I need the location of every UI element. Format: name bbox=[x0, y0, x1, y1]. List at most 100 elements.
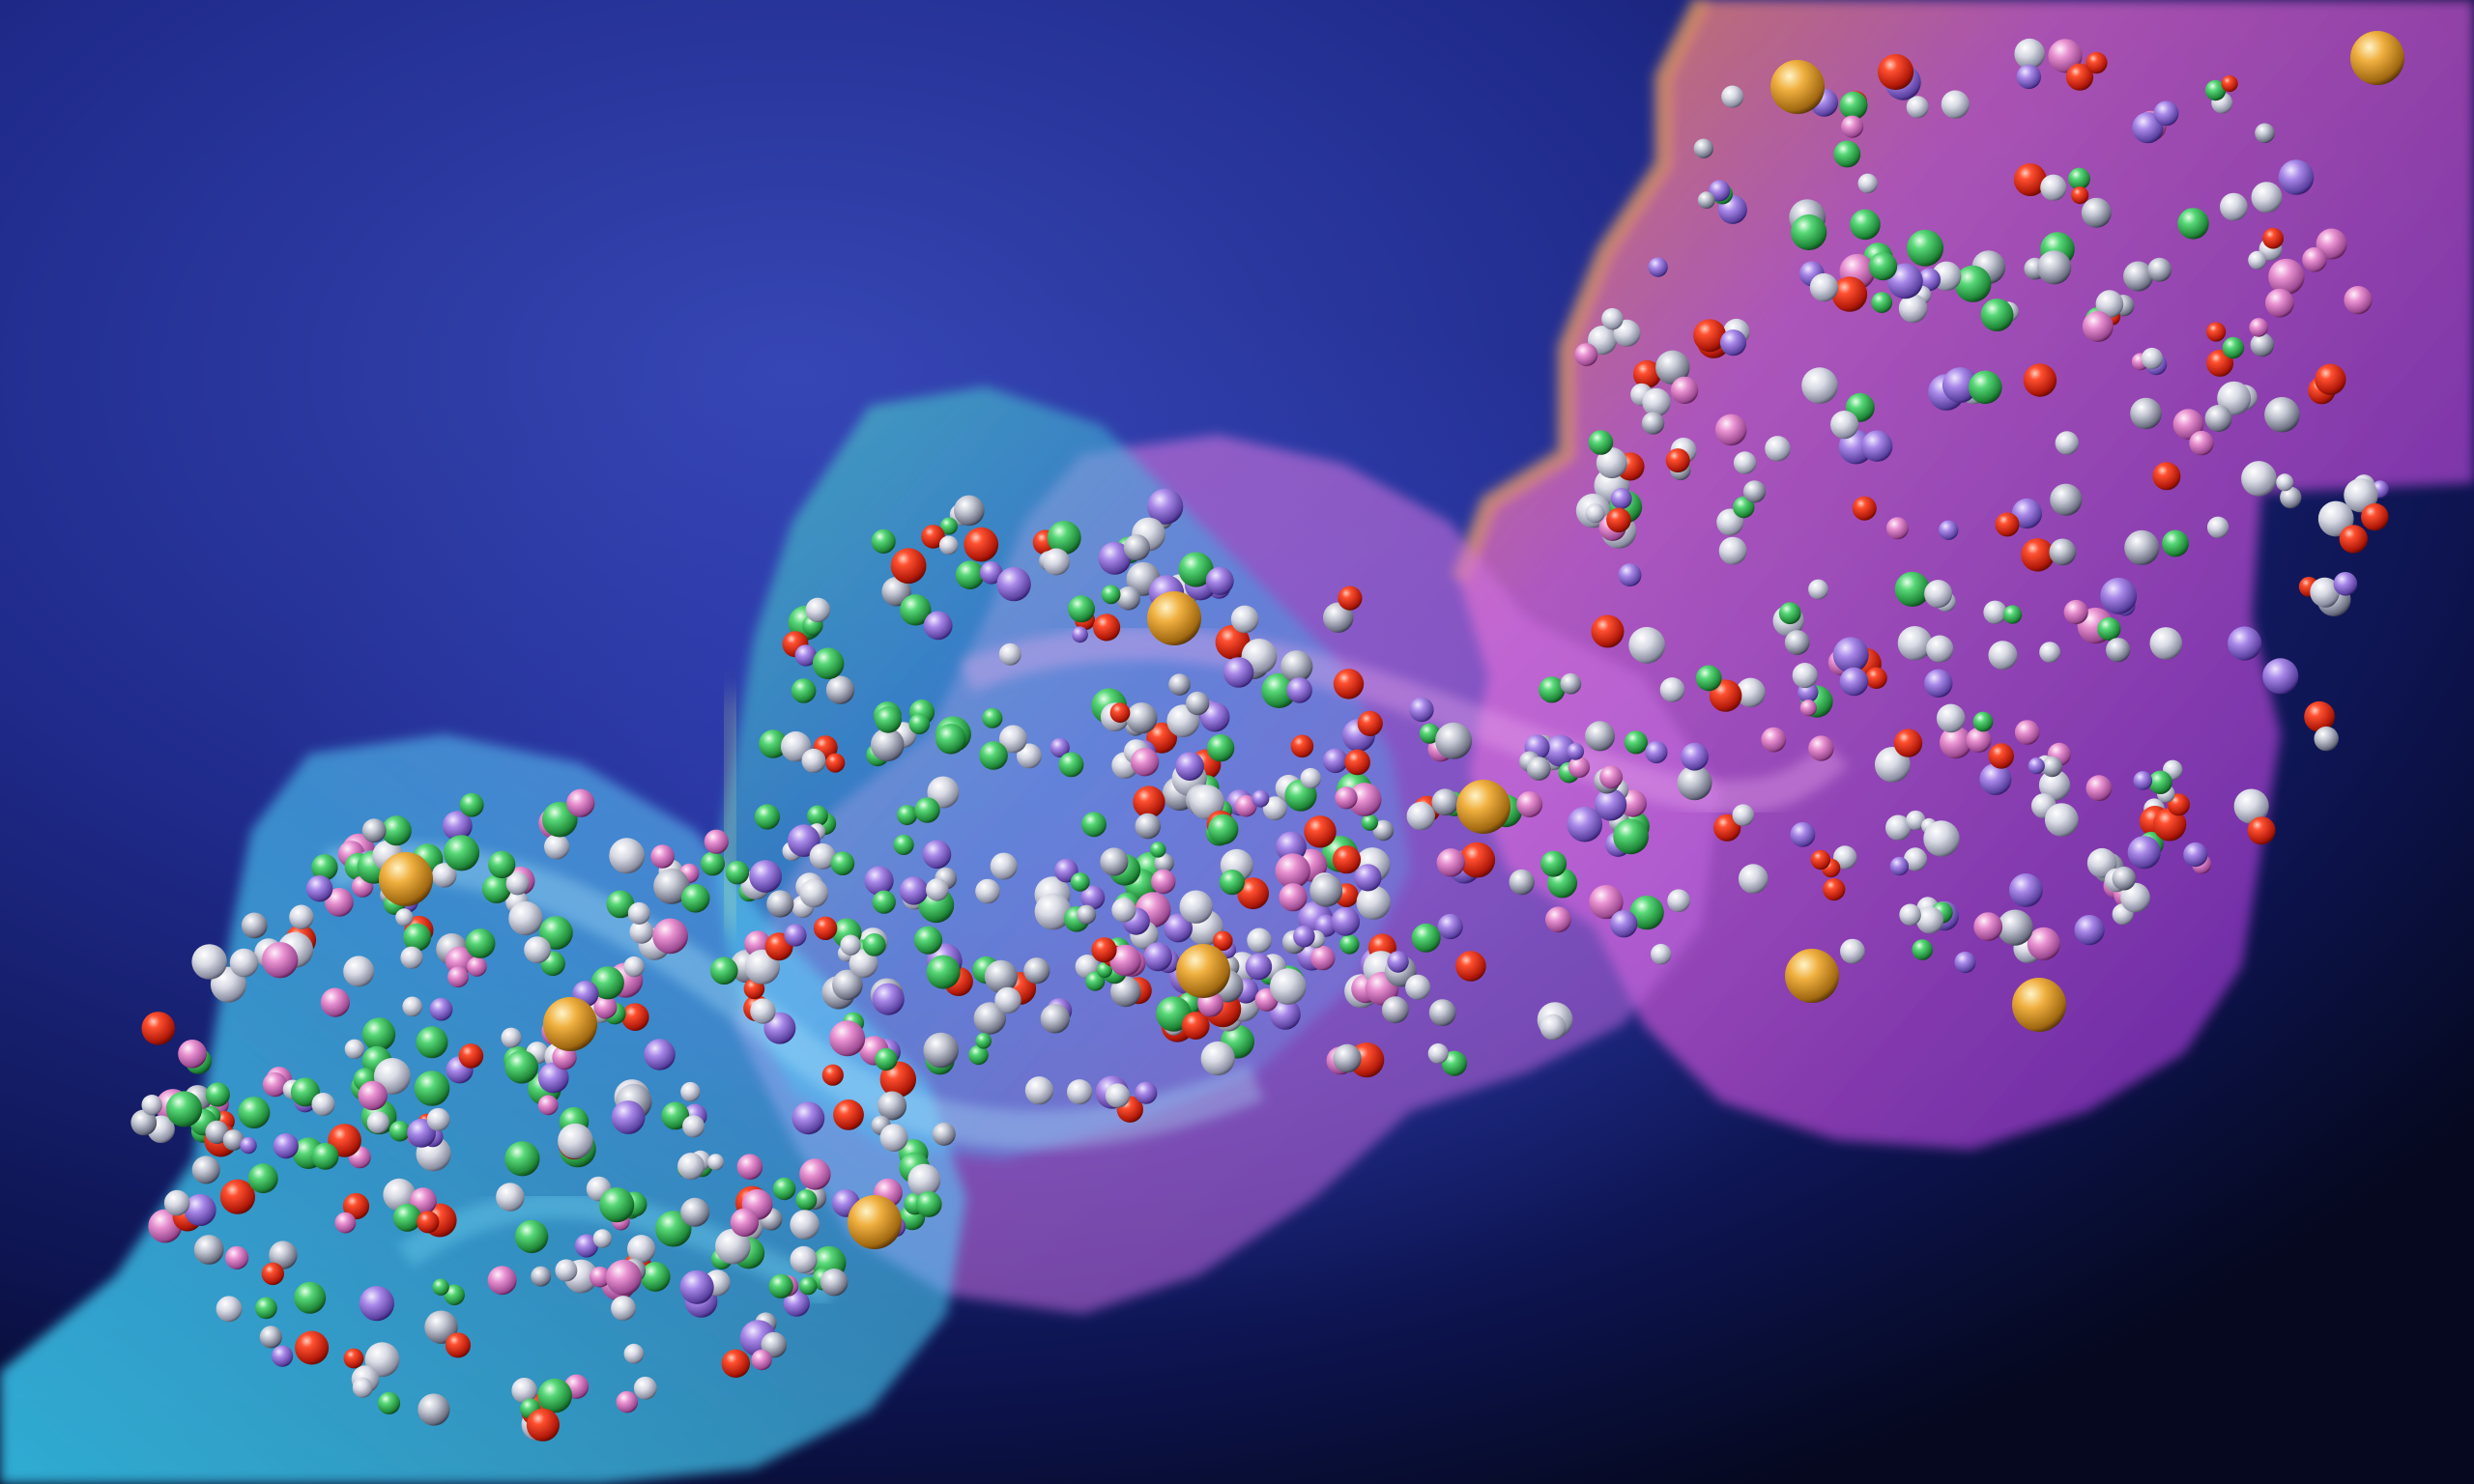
atom-white bbox=[2241, 461, 2277, 497]
atom-green bbox=[606, 890, 635, 919]
atom-purple bbox=[749, 860, 782, 893]
atom-purple bbox=[1979, 763, 2012, 795]
atom-silver bbox=[1123, 534, 1150, 561]
atom-green bbox=[1419, 723, 1440, 744]
atom-red bbox=[2021, 538, 2055, 572]
atom-green bbox=[897, 805, 918, 826]
atom-pink bbox=[334, 1212, 357, 1234]
atom-green bbox=[238, 1097, 271, 1128]
atom-green bbox=[655, 1211, 692, 1247]
atom-silver bbox=[205, 1120, 229, 1144]
atom-red bbox=[1591, 614, 1625, 648]
atom-white bbox=[1926, 635, 1954, 663]
atom-red bbox=[1215, 624, 1251, 660]
atom-red bbox=[445, 1332, 471, 1358]
atom-white bbox=[1906, 810, 1926, 831]
atom-white bbox=[1200, 1041, 1235, 1076]
atom-purple bbox=[2074, 915, 2105, 946]
atom-red bbox=[721, 1349, 750, 1379]
atom-green bbox=[1411, 923, 1441, 953]
atom-white bbox=[2040, 174, 2067, 201]
atom-silver bbox=[820, 1269, 849, 1297]
atom-green bbox=[1907, 229, 1944, 267]
atom-green bbox=[414, 1070, 450, 1106]
atom-white bbox=[1903, 847, 1928, 871]
atom-white bbox=[2014, 38, 2045, 70]
atom-pink bbox=[447, 966, 469, 988]
atom-purple bbox=[1205, 566, 1234, 595]
atom-pink bbox=[1235, 794, 1257, 817]
atom-green bbox=[1778, 602, 1801, 625]
atom-pink bbox=[751, 1349, 772, 1371]
atom-purple bbox=[1544, 734, 1577, 767]
atom-red bbox=[2065, 63, 2094, 91]
surface-highlight bbox=[716, 695, 744, 930]
atom-green bbox=[1969, 370, 2002, 405]
atom-green bbox=[1150, 842, 1166, 858]
atom-silver bbox=[269, 1241, 298, 1270]
atom-silver bbox=[1784, 630, 1810, 655]
atom-purple bbox=[1939, 520, 1959, 540]
atom-silver bbox=[1381, 996, 1409, 1024]
atom-silver bbox=[954, 495, 985, 527]
atom-silver bbox=[2050, 483, 2083, 516]
atom-white bbox=[505, 871, 530, 896]
atom-red bbox=[2086, 51, 2108, 74]
atom-purple bbox=[2132, 112, 2164, 144]
atom-green bbox=[1695, 665, 1722, 692]
atom-purple bbox=[1147, 488, 1184, 525]
atom-purple bbox=[1437, 913, 1463, 940]
atom-white bbox=[680, 1081, 701, 1102]
atom-pink bbox=[730, 1208, 760, 1238]
atom-red bbox=[1093, 614, 1121, 642]
atom-green bbox=[913, 926, 943, 955]
atom-green bbox=[1208, 813, 1239, 845]
atom-silver bbox=[1323, 602, 1354, 633]
atom-gold bbox=[379, 852, 433, 906]
atom-purple bbox=[429, 997, 453, 1021]
atom-silver bbox=[1077, 904, 1097, 925]
atom-silver bbox=[973, 1002, 1006, 1035]
atom-red bbox=[825, 753, 846, 773]
atom-white bbox=[1906, 96, 1929, 119]
atom-green bbox=[1624, 730, 1648, 755]
atom-purple bbox=[872, 983, 905, 1015]
atom-white bbox=[1043, 548, 1070, 576]
atom-silver bbox=[2049, 538, 2077, 566]
atom-white bbox=[2233, 788, 2269, 824]
atom-silver bbox=[130, 1109, 158, 1136]
atom-white bbox=[1190, 785, 1224, 820]
atom-green bbox=[1588, 430, 1614, 455]
atom-white bbox=[544, 834, 570, 860]
atom-white bbox=[1897, 626, 1933, 661]
atom-purple bbox=[1054, 858, 1079, 883]
atom-pink bbox=[1761, 727, 1787, 753]
atom-purple bbox=[2016, 64, 2041, 90]
atom-purple bbox=[2028, 757, 2045, 775]
atom-silver bbox=[1697, 191, 1715, 210]
atom-white bbox=[400, 946, 423, 969]
atom-purple bbox=[1618, 563, 1642, 587]
atom-green bbox=[1868, 251, 1898, 281]
atom-pink bbox=[552, 1044, 577, 1070]
atom-red bbox=[1338, 585, 1363, 611]
atom-silver bbox=[1509, 869, 1535, 896]
atom-red bbox=[526, 1408, 561, 1441]
atom-white bbox=[1830, 411, 1859, 440]
atom-white bbox=[501, 1027, 522, 1048]
atom-pink bbox=[2082, 311, 2114, 342]
atom-red bbox=[417, 1211, 440, 1234]
atom-green bbox=[599, 1187, 635, 1223]
atom-silver bbox=[2106, 638, 2131, 663]
atom-red bbox=[1831, 276, 1868, 312]
atom-silver bbox=[766, 890, 794, 918]
atom-silver bbox=[2123, 261, 2153, 292]
atom-pink bbox=[1940, 726, 1972, 759]
atom-white bbox=[1808, 579, 1828, 600]
atom-red bbox=[1893, 728, 1923, 757]
atom-pink bbox=[652, 918, 688, 955]
atom-white bbox=[682, 1115, 705, 1138]
atom-white bbox=[1885, 814, 1912, 841]
atom-white bbox=[289, 904, 314, 929]
